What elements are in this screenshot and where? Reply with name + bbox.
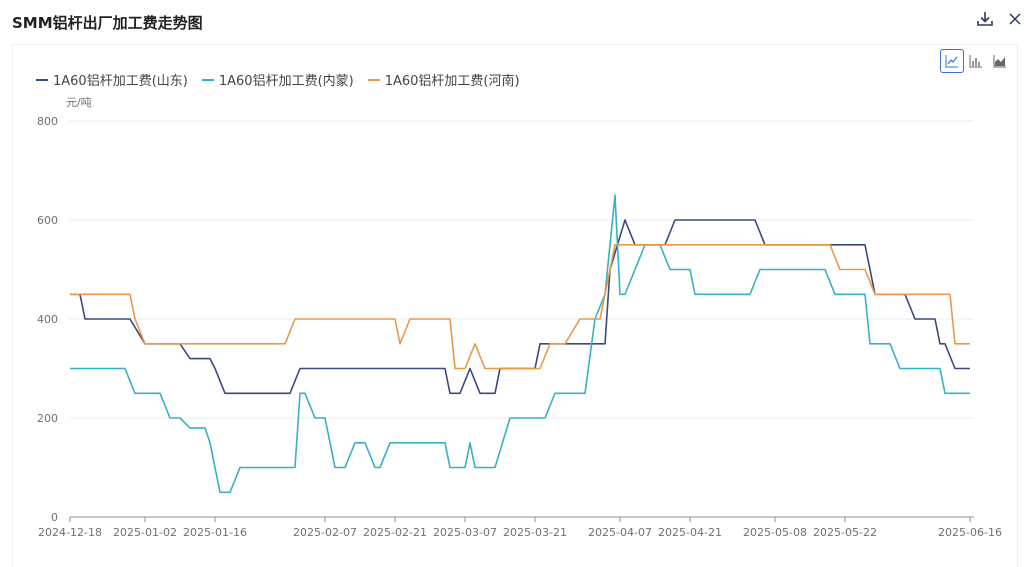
x-tick-label: 2025-03-21 [503,526,567,539]
legend-item-henan[interactable]: 1A60铝杆加工费(河南) [367,70,520,89]
x-tick-label: 2025-04-21 [658,526,722,539]
series-line-2 [70,244,970,370]
x-tick-label: 2025-02-07 [293,526,357,539]
x-tick-label: 2025-01-16 [183,526,247,539]
chart-type-switch [940,49,1012,73]
line-chart-icon [945,55,958,68]
y-tick-label: 400 [37,313,58,326]
area-chart-button[interactable] [988,49,1012,73]
area-chart-icon [993,55,1006,68]
download-icon[interactable] [974,8,996,30]
series-line-1 [70,194,970,494]
series-line-0 [70,219,970,395]
x-tick-label: 2025-05-22 [813,526,877,539]
legend-label: 1A60铝杆加工费(内蒙) [218,74,354,89]
x-tick-label: 2025-02-21 [363,526,427,539]
legend-label: 1A60铝杆加工费(山东) [53,74,188,89]
x-tick-label: 2025-03-07 [433,526,497,539]
y-axis-unit: 元/吨 [66,96,92,109]
x-tick-label: 2025-04-07 [588,526,652,539]
legend-swatch [201,78,214,81]
x-tick-label: 2025-05-08 [743,526,807,539]
chart-legend: 1A60铝杆加工费(山东) 1A60铝杆加工费(内蒙) 1A60铝杆加工费(河南… [36,70,534,89]
chart-panel [12,44,1018,567]
legend-swatch [36,78,48,81]
y-tick-label: 200 [37,412,58,425]
bar-chart-button[interactable] [964,49,988,73]
x-tick-label: 2025-06-16 [938,526,1002,539]
y-tick-label: 600 [37,214,58,227]
close-icon[interactable] [1004,8,1024,30]
y-tick-label: 800 [37,115,58,128]
legend-swatch [367,78,380,81]
legend-item-neimeng[interactable]: 1A60铝杆加工费(内蒙) [201,70,354,89]
legend-item-shandong[interactable]: 1A60铝杆加工费(山东) [36,70,188,89]
legend-label: 1A60铝杆加工费(河南) [384,74,520,89]
x-tick-label: 2025-01-02 [113,526,177,539]
line-chart-button[interactable] [940,49,964,73]
bar-chart-icon [969,55,982,68]
x-tick-label: 2024-12-18 [38,526,102,539]
y-tick-label: 0 [51,511,58,524]
page-title: SMM铝杆出厂加工费走势图 [12,14,203,32]
